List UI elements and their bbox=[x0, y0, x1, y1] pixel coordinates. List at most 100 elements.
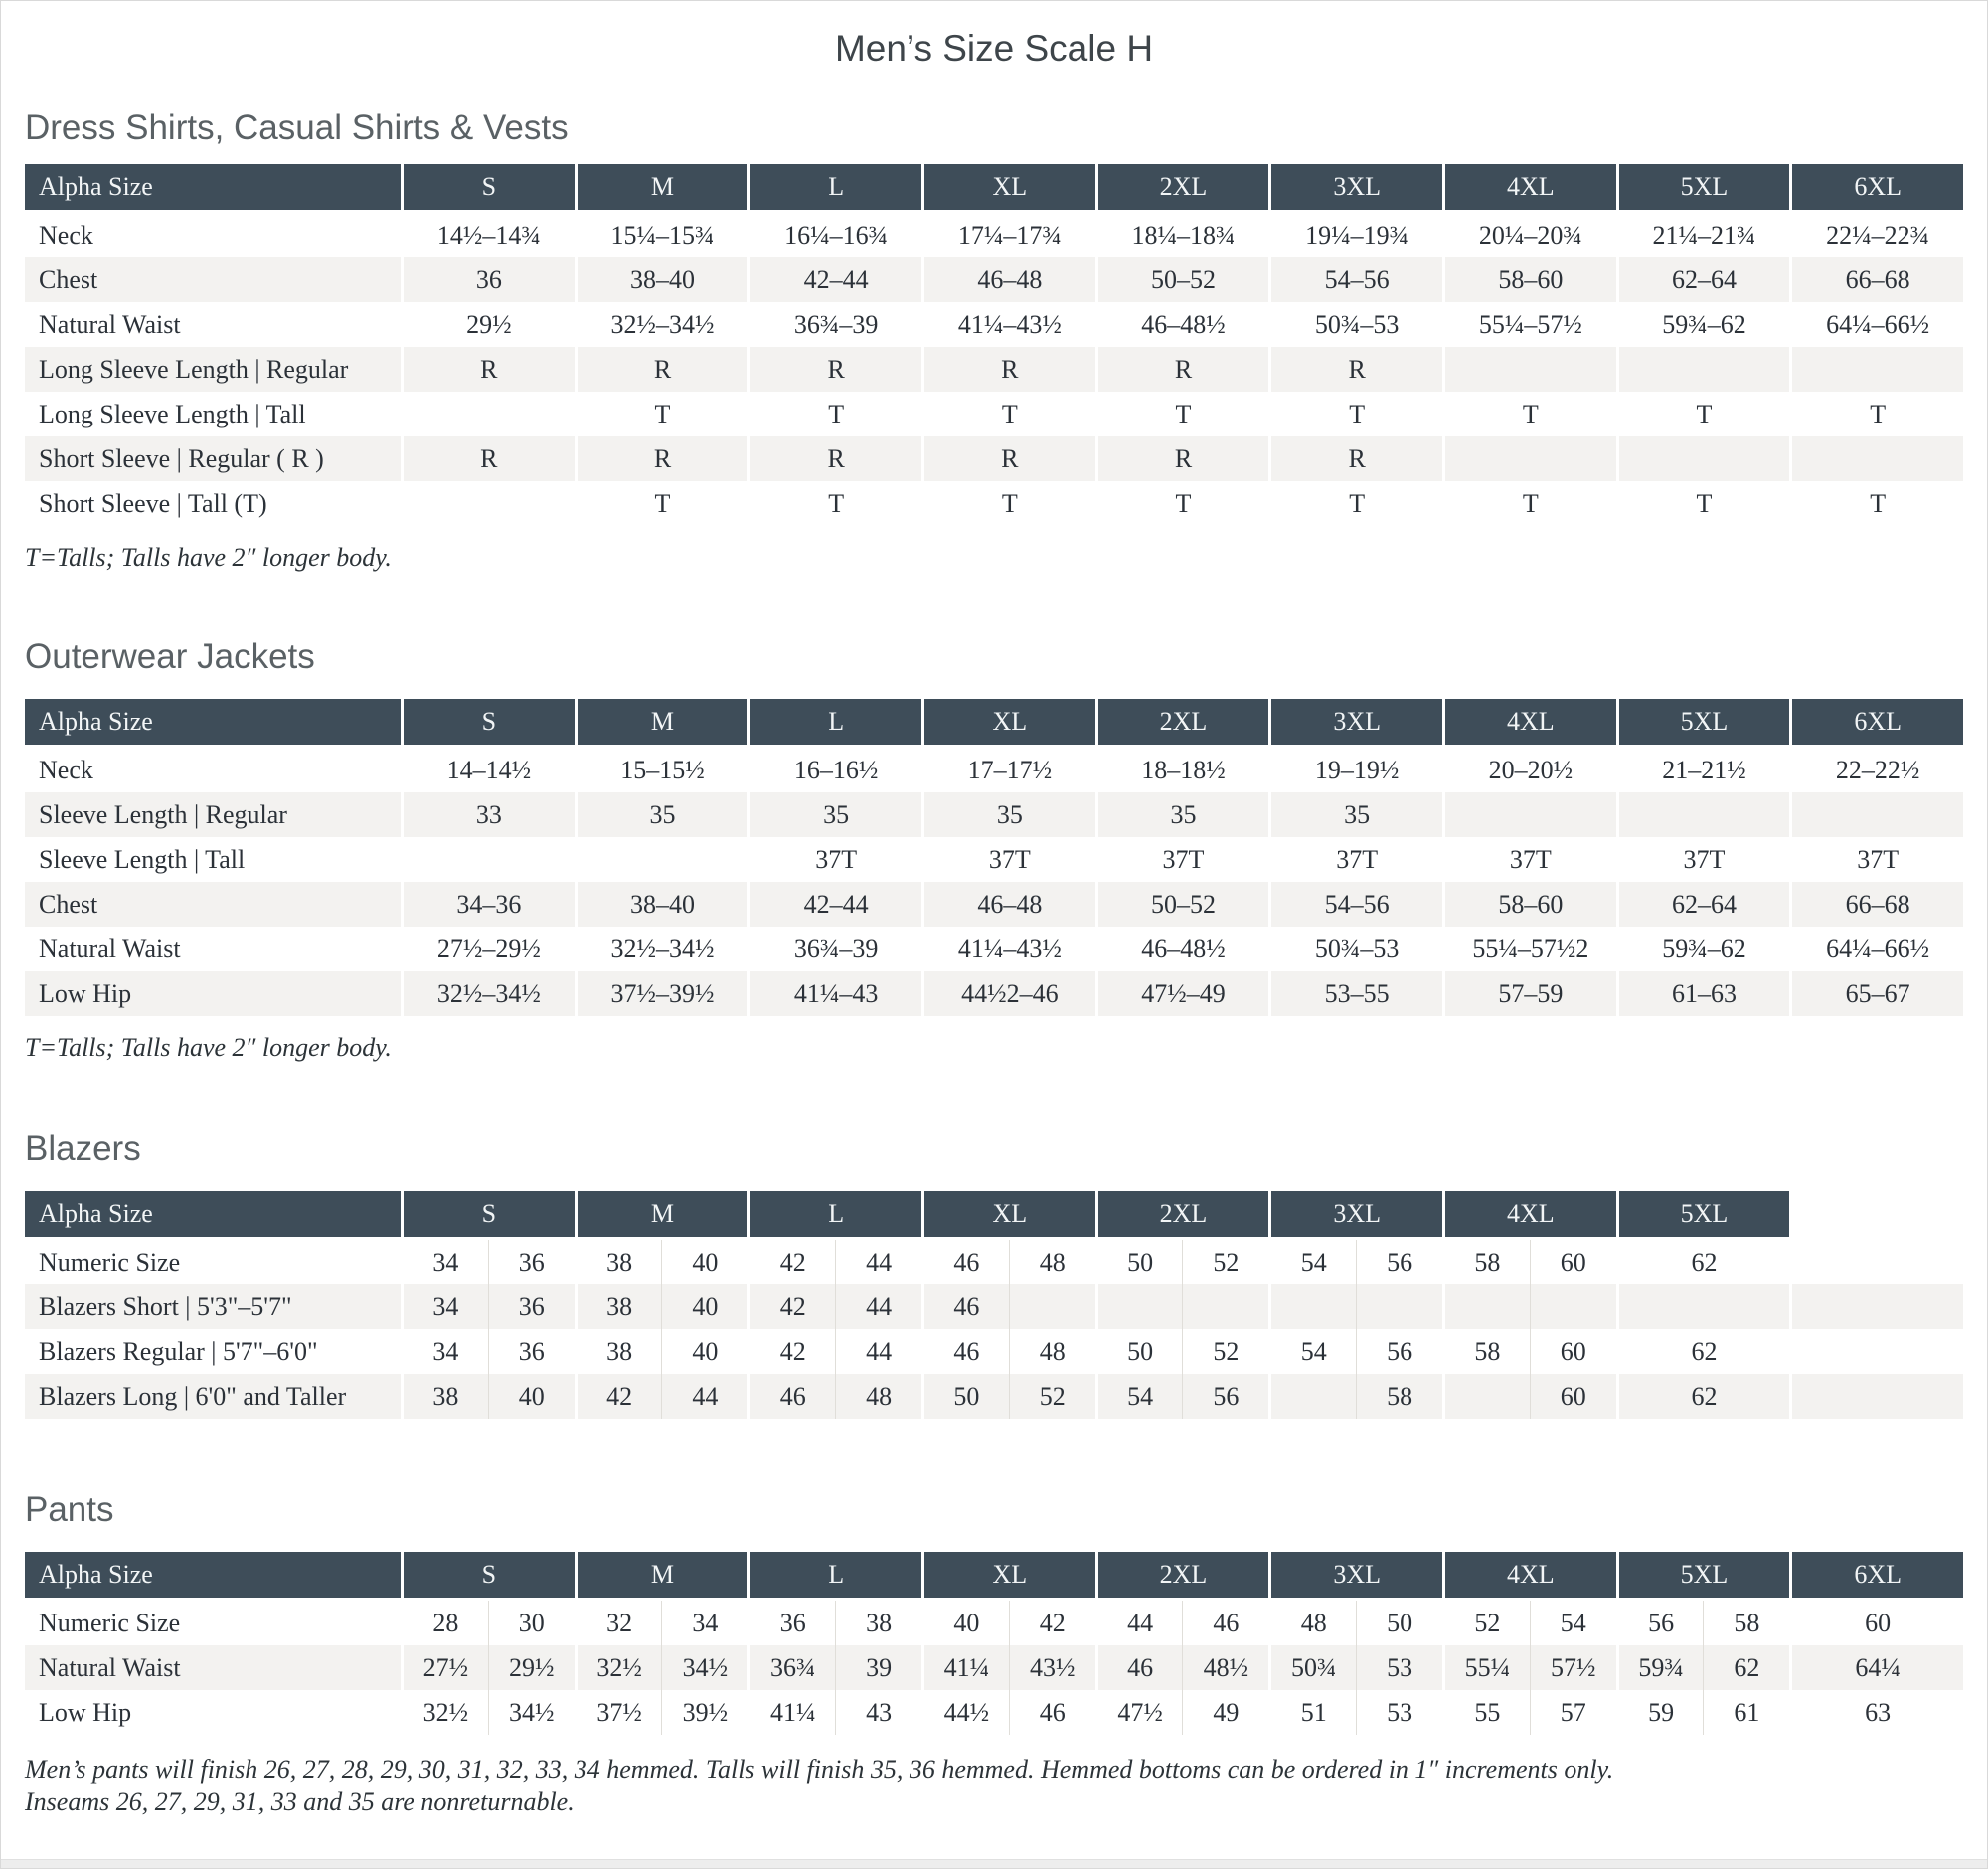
table-cell: R bbox=[404, 436, 575, 481]
table-row: Natural Waist 27½–29½ 32½–34½ 36¾–39 41¼–43½… bbox=[25, 927, 1963, 971]
table-cell: 36¾–39 bbox=[793, 934, 879, 963]
table-cell: 37½ 39½ bbox=[578, 1690, 748, 1735]
table-subcell: 34 bbox=[404, 1329, 489, 1374]
table-cell: 37T bbox=[815, 844, 858, 874]
size-table-pants: Alpha Size S M L XL 2XL 3XL 4XL 5XL 6XL Numeric Si… bbox=[25, 1552, 1963, 1735]
table-cell bbox=[578, 837, 748, 882]
table-cell: R bbox=[1097, 347, 1269, 392]
table-cell: 58 60 bbox=[1445, 1240, 1616, 1284]
row-label: Natural Waist bbox=[25, 1645, 401, 1690]
table-subcell: 37½ bbox=[578, 1690, 663, 1735]
table-cell: 55¼–57½2 bbox=[1472, 934, 1589, 963]
table-cell: 38 40 bbox=[578, 1240, 748, 1284]
table-subcell: 39½ bbox=[682, 1697, 729, 1727]
table-cell: 41¼–43½ bbox=[957, 934, 1062, 963]
row-label: Blazers Short | 5'3"–5'7" bbox=[25, 1284, 401, 1329]
table-cell: 18–18½ bbox=[1141, 755, 1226, 784]
table-cell: 35 bbox=[924, 792, 1095, 837]
table-subcell: 38 bbox=[866, 1608, 893, 1637]
table-subcell: 38 bbox=[578, 1240, 663, 1284]
table-subcell: 47½ bbox=[1098, 1690, 1184, 1735]
table-cell: 62 bbox=[1618, 1374, 1790, 1419]
table-subcell: 58 bbox=[1734, 1608, 1760, 1637]
column-header: 4XL bbox=[1445, 699, 1616, 745]
table-cell: T bbox=[1696, 488, 1713, 518]
table-cell: 37T bbox=[988, 844, 1031, 874]
table-cell: R bbox=[924, 347, 1095, 392]
table-cell bbox=[1097, 1284, 1269, 1329]
table-subcell: 44 bbox=[866, 1247, 893, 1276]
column-header: L bbox=[750, 699, 921, 745]
table-cell: 44½ 46 bbox=[924, 1690, 1095, 1735]
table-cell bbox=[1792, 347, 1963, 392]
table-cell: 50 52 bbox=[1098, 1329, 1269, 1374]
table-cell: 55¼–57½ bbox=[1478, 309, 1582, 339]
table-subcell: 50¾ bbox=[1271, 1645, 1358, 1690]
table-cell bbox=[1445, 347, 1616, 392]
table-cell: 59¾–62 bbox=[1662, 934, 1746, 963]
row-label: Low Hip bbox=[39, 1697, 132, 1727]
table-row: Sleeve Length | Regular 33 35 35 35 35 35 bbox=[25, 792, 1963, 837]
table-subcell: 53 bbox=[1387, 1697, 1413, 1727]
table-subcell: 50 bbox=[1387, 1608, 1413, 1637]
table-subcell: 36¾ bbox=[750, 1645, 837, 1690]
table-row: Long Sleeve Length | Tall T T T T T T T T bbox=[25, 392, 1963, 436]
table-cell: 46 bbox=[924, 1284, 1095, 1329]
table-cell: T bbox=[1175, 399, 1192, 428]
table-subcell: 56 bbox=[1619, 1601, 1705, 1645]
table-cell: 61–63 bbox=[1618, 971, 1790, 1016]
table-subcell: 29½ bbox=[508, 1652, 555, 1682]
table-subcell: 54 bbox=[1271, 1329, 1358, 1374]
column-header-label: Alpha Size bbox=[25, 699, 401, 745]
table-subcell bbox=[1445, 1374, 1531, 1419]
column-header: 5XL bbox=[1618, 164, 1790, 210]
column-header: M bbox=[577, 699, 748, 745]
table-cell: 54 56 bbox=[1271, 1240, 1442, 1284]
table-cell: 50¾ 53 bbox=[1271, 1645, 1442, 1690]
table-subcell: 50 bbox=[1098, 1329, 1184, 1374]
table-subcell: 44½ bbox=[924, 1690, 1010, 1735]
table-cell: 50¾–53 bbox=[1314, 309, 1400, 339]
talls-note: T=Talls; Talls have 2″ longer body. bbox=[25, 543, 392, 572]
table-subcell: 42 bbox=[750, 1329, 837, 1374]
table-row: Blazers Short | 5'3"–5'7" 34 36 38 40 42 44 46 bbox=[25, 1284, 1963, 1329]
table-cell: T bbox=[654, 399, 671, 428]
table-cell bbox=[1792, 1329, 1963, 1374]
table-cell: T bbox=[1696, 399, 1713, 428]
table-subcell: 54 bbox=[1560, 1608, 1586, 1637]
table-cell: 19¼–19¾ bbox=[1305, 220, 1409, 250]
table-subcell bbox=[1357, 1284, 1442, 1329]
column-header: 2XL bbox=[1097, 699, 1269, 745]
table-cell: 35 bbox=[577, 792, 748, 837]
table-subcell: 43½ bbox=[1029, 1652, 1076, 1682]
table-cell: 64¼–66½ bbox=[1826, 934, 1930, 963]
table-cell bbox=[1792, 1284, 1963, 1329]
table-cell: 54 56 bbox=[1097, 1374, 1269, 1419]
column-header: 5XL bbox=[1618, 699, 1790, 745]
table-cell: 32½–34½ bbox=[610, 309, 715, 339]
table-cell: 41¼–43½ bbox=[957, 309, 1062, 339]
table-subcell: 48 bbox=[1039, 1247, 1066, 1276]
table-cell: 41¼ 43½ bbox=[924, 1645, 1095, 1690]
table-cell: 41¼–43 bbox=[750, 971, 921, 1016]
section-pants: Pants Alpha Size S M L XL 2XL 3XL 4XL 5XL 6XL Nume… bbox=[25, 1488, 1963, 1735]
table-cell bbox=[1792, 436, 1963, 481]
row-label: Numeric Size bbox=[39, 1608, 181, 1637]
table-cell: 46 48 bbox=[924, 1240, 1095, 1284]
table-subcell: 62 bbox=[1734, 1652, 1760, 1682]
table-cell bbox=[1792, 792, 1963, 837]
table-subcell: 61 bbox=[1734, 1697, 1760, 1727]
table-cell: T bbox=[1870, 399, 1887, 428]
table-subcell: 49 bbox=[1213, 1697, 1240, 1727]
row-label: Low Hip bbox=[25, 971, 401, 1016]
table-cell: 42–44 bbox=[750, 257, 921, 302]
table-subcell: 48 bbox=[1271, 1601, 1358, 1645]
table-cell: 32 34 bbox=[578, 1601, 748, 1645]
table-cell: 44½2–46 bbox=[924, 971, 1095, 1016]
table-subcell: 46 bbox=[924, 1284, 1010, 1329]
table-cell: R bbox=[1097, 436, 1269, 481]
table-subcell: 54 bbox=[1271, 1240, 1358, 1284]
table-cell: 58–60 bbox=[1445, 882, 1616, 927]
table-cell: R bbox=[750, 347, 921, 392]
table-subcell bbox=[1183, 1284, 1268, 1329]
